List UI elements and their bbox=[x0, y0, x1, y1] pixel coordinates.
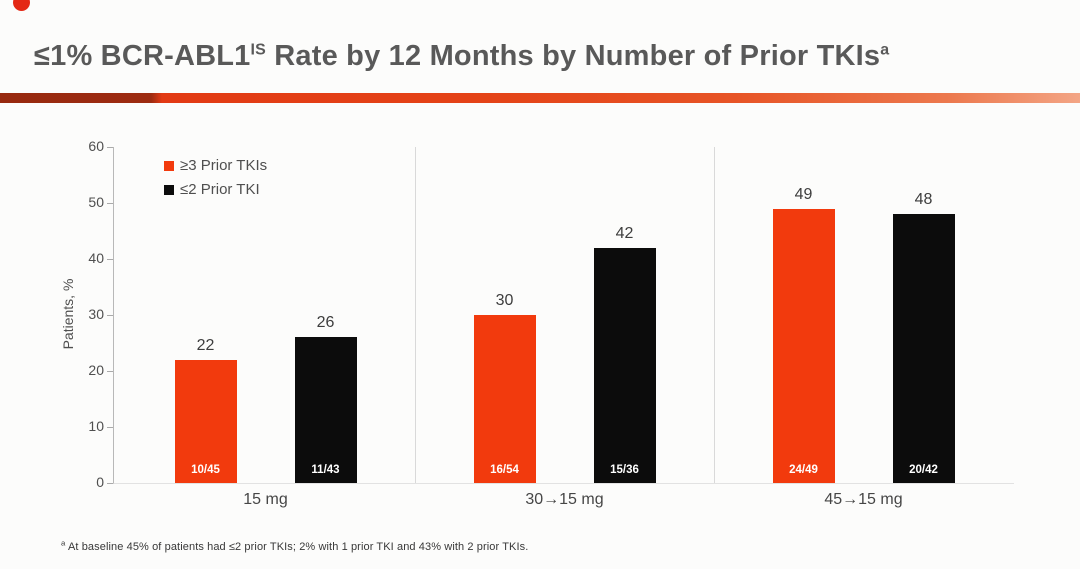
y-axis-tick-label: 60 bbox=[88, 138, 104, 154]
x-axis-category-label: 30→15 mg bbox=[525, 491, 604, 508]
legend-item: ≥3 Prior TKIs bbox=[164, 157, 267, 174]
y-axis-tick-mark bbox=[107, 202, 113, 204]
bar-ge3-prior-tkis: 10/45 bbox=[174, 359, 237, 483]
y-axis-tick-mark bbox=[107, 482, 113, 484]
title-text-1: ≤1% BCR-ABL1 bbox=[34, 40, 251, 72]
legend-label: ≥3 Prior TKIs bbox=[180, 157, 268, 174]
y-axis-tick-mark bbox=[107, 314, 113, 316]
x-axis-category-label: 45→15 mg bbox=[824, 491, 903, 508]
slide-title: ≤1% BCR-ABL1IS Rate by 12 Months by Numb… bbox=[34, 40, 889, 73]
bar-le2-prior-tki: 11/43 bbox=[294, 337, 357, 483]
y-axis-tick-label: 10 bbox=[88, 418, 104, 434]
bar-value-label: 22 bbox=[196, 336, 215, 354]
bar-value-label: 49 bbox=[794, 185, 813, 203]
bar-value-label: 48 bbox=[914, 191, 933, 209]
bar-value-label: 26 bbox=[316, 314, 335, 332]
y-axis-tick-label: 50 bbox=[88, 194, 104, 210]
bar-fraction-label: 24/49 bbox=[789, 464, 818, 476]
y-axis-tick-label: 40 bbox=[88, 250, 104, 266]
bar-ge3-prior-tkis: 16/54 bbox=[473, 315, 536, 483]
bar-fraction-label: 11/43 bbox=[311, 464, 340, 476]
legend-label: ≤2 Prior TKI bbox=[180, 181, 260, 198]
footnote: a At baseline 45% of patients had ≤2 pri… bbox=[61, 538, 529, 553]
panel-divider bbox=[415, 147, 416, 483]
footnote-marker: a bbox=[61, 538, 66, 548]
bar-value-label: 42 bbox=[615, 224, 634, 242]
bar-le2-prior-tki: 15/36 bbox=[593, 247, 656, 483]
y-axis-tick-label: 20 bbox=[88, 362, 104, 378]
legend-item: ≤2 Prior TKI bbox=[164, 181, 267, 198]
y-axis-tick-label: 0 bbox=[96, 474, 104, 490]
title-superscript-is: IS bbox=[250, 41, 266, 59]
bullet-dot-icon bbox=[13, 0, 30, 11]
legend-swatch-icon bbox=[164, 160, 174, 171]
bar-fraction-label: 15/36 bbox=[610, 464, 639, 476]
title-text-2: Rate by 12 Months by Number of Prior TKI… bbox=[265, 40, 881, 72]
title-footnote-marker: a bbox=[880, 41, 890, 59]
bar-fraction-label: 10/45 bbox=[191, 464, 220, 476]
title-underline-gradient bbox=[0, 93, 1080, 103]
bar-ge3-prior-tkis: 24/49 bbox=[772, 208, 835, 483]
bar-le2-prior-tki: 20/42 bbox=[892, 214, 955, 483]
bar-fraction-label: 20/42 bbox=[909, 464, 938, 476]
y-axis-tick-label: 30 bbox=[88, 306, 104, 322]
x-axis-category-label: 15 mg bbox=[243, 491, 288, 508]
y-axis-tick-mark bbox=[107, 426, 113, 428]
y-axis-tick-mark bbox=[107, 146, 113, 148]
footnote-text: At baseline 45% of patients had ≤2 prior… bbox=[65, 541, 529, 553]
bar-chart-plot-area: 0 10 20 30 40 50 60 ≥3 Prior TKIs ≤2 Prior TKI 10… bbox=[88, 138, 1014, 508]
y-axis-tick-mark bbox=[107, 258, 113, 260]
y-axis-tick-mark bbox=[107, 370, 113, 372]
legend-swatch-icon bbox=[164, 184, 174, 195]
bar-value-label: 30 bbox=[495, 292, 514, 309]
panel-divider bbox=[714, 147, 715, 483]
bar-fraction-label: 16/54 bbox=[490, 464, 519, 476]
chart-legend: ≥3 Prior TKIs ≤2 Prior TKI bbox=[164, 157, 267, 205]
